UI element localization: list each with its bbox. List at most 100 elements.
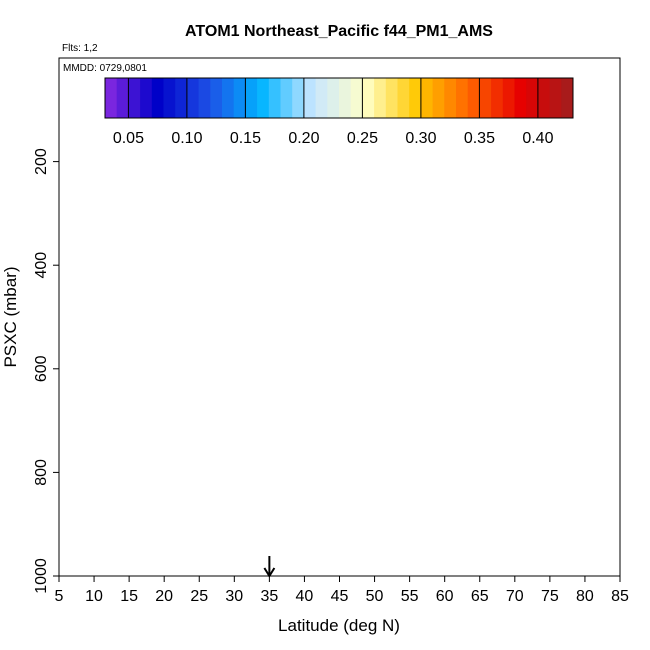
sample-marker <box>236 197 244 205</box>
colorbar-swatch <box>467 78 480 118</box>
sample-marker <box>515 185 524 193</box>
colorbar-swatch <box>222 78 235 118</box>
colorbar-tick-label: 0.30 <box>405 130 436 147</box>
x-tick-label: 35 <box>260 588 278 605</box>
colorbar-swatch <box>257 78 270 118</box>
x-tick-label: 65 <box>471 588 489 605</box>
colorbar-tick-label: 0.20 <box>288 130 319 147</box>
colorbar-swatch <box>105 78 118 118</box>
colorbar-swatch <box>315 78 328 118</box>
x-axis-label: Latitude (deg N) <box>278 616 400 635</box>
colorbar-swatch <box>280 78 293 118</box>
colorbar-swatch <box>268 78 281 118</box>
colorbar-swatch <box>140 78 153 118</box>
x-tick-label: 55 <box>401 588 419 605</box>
colorbar-swatch <box>514 78 527 118</box>
colorbar-swatch <box>303 78 316 118</box>
x-tick-label: 20 <box>155 588 173 605</box>
colorbar-swatch <box>561 78 574 118</box>
colorbar-swatch <box>350 78 363 118</box>
sample-marker <box>466 213 474 222</box>
y-tick-label: 1000 <box>33 558 50 594</box>
sample-marker <box>140 324 148 333</box>
colorbar-swatch <box>420 78 433 118</box>
colorbar-swatch <box>362 78 375 118</box>
x-tick-label: 80 <box>576 588 594 605</box>
sample-marker <box>481 375 490 384</box>
sample-marker <box>175 197 183 206</box>
colorbar-swatch <box>537 78 550 118</box>
colorbar-swatch <box>210 78 223 118</box>
colorbar-frame <box>104 77 574 119</box>
arrow-head <box>263 567 276 578</box>
colorbar-swatch <box>198 78 211 118</box>
colorbar-swatch <box>327 78 340 118</box>
colorbar-swatch <box>479 78 492 118</box>
latitude-arrow <box>263 556 276 578</box>
colorbar-swatch <box>339 78 352 118</box>
y-tick-label: 800 <box>33 459 50 486</box>
colorbar-swatch <box>175 78 188 118</box>
x-axis: 5 10 15 20 25 30 35 40 45 50 55 60 65 70 75 80 85 <box>55 576 629 605</box>
sample-marker <box>156 436 165 445</box>
y-tick-label: 600 <box>33 355 50 382</box>
x-tick-label: 15 <box>120 588 138 605</box>
sample-marker <box>507 263 516 271</box>
colorbar-swatch <box>432 78 445 118</box>
colorbar-swatch <box>151 78 164 118</box>
x-tick-label: 45 <box>331 588 349 605</box>
colorbar-swatch <box>186 78 199 118</box>
x-tick-label: 85 <box>611 588 629 605</box>
x-tick-label: 50 <box>366 588 384 605</box>
sample-marker <box>572 520 581 529</box>
colorbar-swatch <box>502 78 515 118</box>
sample-marker <box>494 167 503 175</box>
colorbar-swatch <box>549 78 562 118</box>
colorbar-tick-label: 0.10 <box>171 130 202 147</box>
colorbar-swatch <box>456 78 469 118</box>
colorbar-tick-label: 0.15 <box>230 130 261 147</box>
sample-marker <box>567 323 576 332</box>
sample-marker <box>124 178 133 187</box>
colorbar-swatch <box>374 78 387 118</box>
sample-marker <box>275 227 284 236</box>
colorbar-tick-label: 0.35 <box>464 130 495 147</box>
sample-marker <box>144 569 152 577</box>
colorbar-tick-label: 0.40 <box>522 130 553 147</box>
colorbar-swatch <box>292 78 305 118</box>
x-tick-label: 25 <box>190 588 208 605</box>
colorbar-tick-label: 0.25 <box>347 130 378 147</box>
x-tick-label: 30 <box>225 588 243 605</box>
date-label: MMDD: 0729,0801 <box>63 63 147 74</box>
x-tick-label: 10 <box>85 588 103 605</box>
colorbar-swatch <box>116 78 129 118</box>
chart-title: ATOM1 Northeast_Pacific f44_PM1_AMS <box>185 23 493 40</box>
y-tick-label: 200 <box>33 148 50 175</box>
colorbar-swatch <box>397 78 410 118</box>
sample-marker <box>196 402 205 410</box>
colorbar-swatch <box>163 78 176 118</box>
marker-layer <box>124 167 582 577</box>
colorbar-swatch <box>245 78 258 118</box>
y-tick-label: 400 <box>33 252 50 279</box>
colorbar-swatch <box>385 78 398 118</box>
colorbar-swatch <box>128 78 141 118</box>
y-axis: 200 400 600 800 1000 <box>33 148 59 594</box>
sample-marker <box>209 340 218 348</box>
colorbar-swatch <box>444 78 457 118</box>
sample-marker <box>332 197 341 206</box>
x-tick-label: 75 <box>541 588 559 605</box>
y-axis-label: PSXC (mbar) <box>1 266 20 367</box>
sample-marker <box>574 296 582 304</box>
colorbar: 0.05 0.10 0.15 0.20 0.25 0.30 0.35 0.40 <box>104 77 574 147</box>
colorbar-swatch <box>409 78 422 118</box>
x-tick-label: 5 <box>55 588 64 605</box>
x-tick-label: 60 <box>436 588 454 605</box>
sample-marker <box>154 213 162 222</box>
flights-label: Flts: 1,2 <box>62 43 98 54</box>
x-tick-label: 70 <box>506 588 524 605</box>
sample-marker <box>555 190 564 198</box>
sample-marker <box>520 232 528 240</box>
colorbar-swatch <box>233 78 246 118</box>
